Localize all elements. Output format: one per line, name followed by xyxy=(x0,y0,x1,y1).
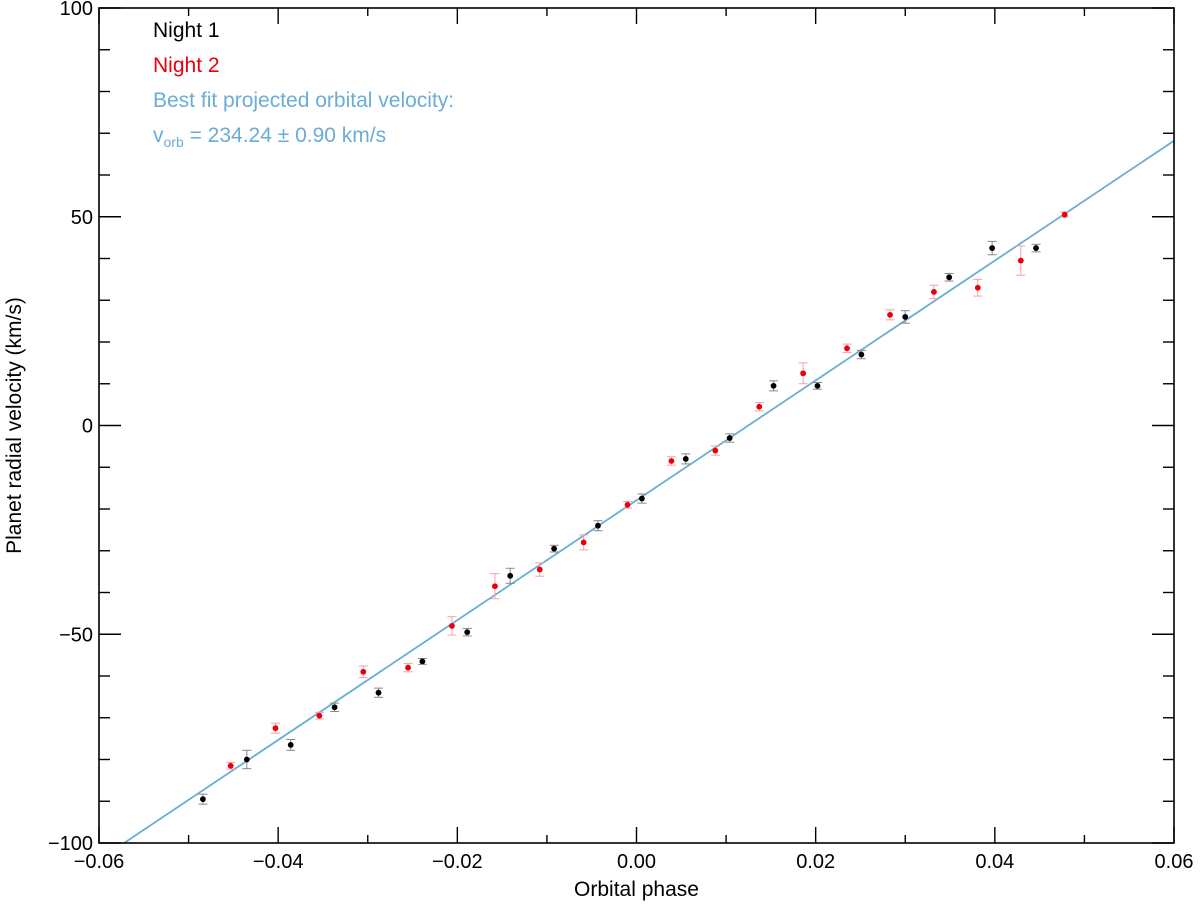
legend-night-1: Night 1 xyxy=(153,19,220,42)
data-point xyxy=(536,566,543,573)
data-point xyxy=(814,382,821,389)
data-point xyxy=(668,458,675,464)
data-point xyxy=(287,741,294,748)
data-point xyxy=(580,539,587,546)
x-tick-label: 0.04 xyxy=(975,851,1014,873)
data-point xyxy=(272,725,279,732)
x-tick-label: −0.06 xyxy=(74,851,125,873)
data-point xyxy=(449,623,455,629)
data-point xyxy=(419,658,426,665)
y-tick-label: −50 xyxy=(59,624,93,646)
data-point xyxy=(902,314,909,320)
y-axis-label: Planet radial velocity (km/s) xyxy=(3,297,26,554)
legend: Night 1 Night 2 Best fit projected orbit… xyxy=(153,19,454,150)
best-fit-line xyxy=(123,140,1175,844)
legend-best-fit: Best fit projected orbital velocity: xyxy=(153,89,454,112)
legend-vorb: vorb = 234.24 ± 0.90 km/s xyxy=(153,124,386,150)
data-point xyxy=(405,664,411,671)
data-point xyxy=(887,311,893,318)
data-point xyxy=(243,756,250,763)
axis-labels: Orbital phase Planet radial velocity (km… xyxy=(3,297,699,901)
series-night-2 xyxy=(226,211,1070,770)
data-point xyxy=(974,284,981,291)
data-point xyxy=(756,403,763,410)
x-tick-label: 0.00 xyxy=(617,851,656,873)
data-point xyxy=(989,245,996,251)
data-point xyxy=(551,545,557,552)
data-point xyxy=(464,629,471,636)
data-point xyxy=(844,345,850,352)
data-points xyxy=(198,211,1070,805)
y-tick-label: 100 xyxy=(60,0,93,20)
data-point xyxy=(682,456,689,462)
y-tick-label: 0 xyxy=(82,416,93,438)
data-point xyxy=(800,370,807,377)
data-point xyxy=(624,501,631,508)
data-point xyxy=(375,689,382,696)
data-point xyxy=(331,704,338,711)
data-point xyxy=(507,572,514,579)
legend-night-2: Night 2 xyxy=(153,54,220,77)
data-point xyxy=(316,712,323,719)
vorb-value: = 234.24 ± 0.90 km/s xyxy=(184,124,386,147)
plot-frame xyxy=(98,7,1175,844)
data-point xyxy=(770,382,777,389)
data-point xyxy=(595,522,601,529)
data-point xyxy=(931,289,937,295)
x-tick-label: −0.04 xyxy=(253,851,304,873)
y-tick-label: −100 xyxy=(48,833,93,855)
best-fit-line-group xyxy=(123,140,1175,844)
series-night-1 xyxy=(198,240,1041,805)
x-axis-label: Orbital phase xyxy=(574,878,699,901)
data-point xyxy=(858,351,865,358)
data-point xyxy=(1017,257,1024,264)
data-point xyxy=(946,274,953,281)
data-point xyxy=(360,668,367,675)
data-point xyxy=(200,796,206,803)
x-tick-label: 0.02 xyxy=(796,851,835,873)
data-point xyxy=(227,762,234,769)
vorb-subscript: orb xyxy=(164,134,184,150)
data-point xyxy=(726,435,733,441)
data-point xyxy=(1033,245,1039,251)
data-point xyxy=(638,495,645,502)
data-point xyxy=(712,447,719,454)
x-tick-label: −0.02 xyxy=(432,851,483,873)
axis-ticks: −0.06 −0.04 −0.02 0.00 0.02 0.04 0.06 −100 −50 0 5… xyxy=(48,0,1194,873)
vorb-symbol: v xyxy=(153,124,164,147)
data-point xyxy=(492,583,498,590)
y-tick-label: 50 xyxy=(71,207,93,229)
x-tick-label: 0.06 xyxy=(1155,851,1194,873)
data-point xyxy=(1061,211,1068,218)
